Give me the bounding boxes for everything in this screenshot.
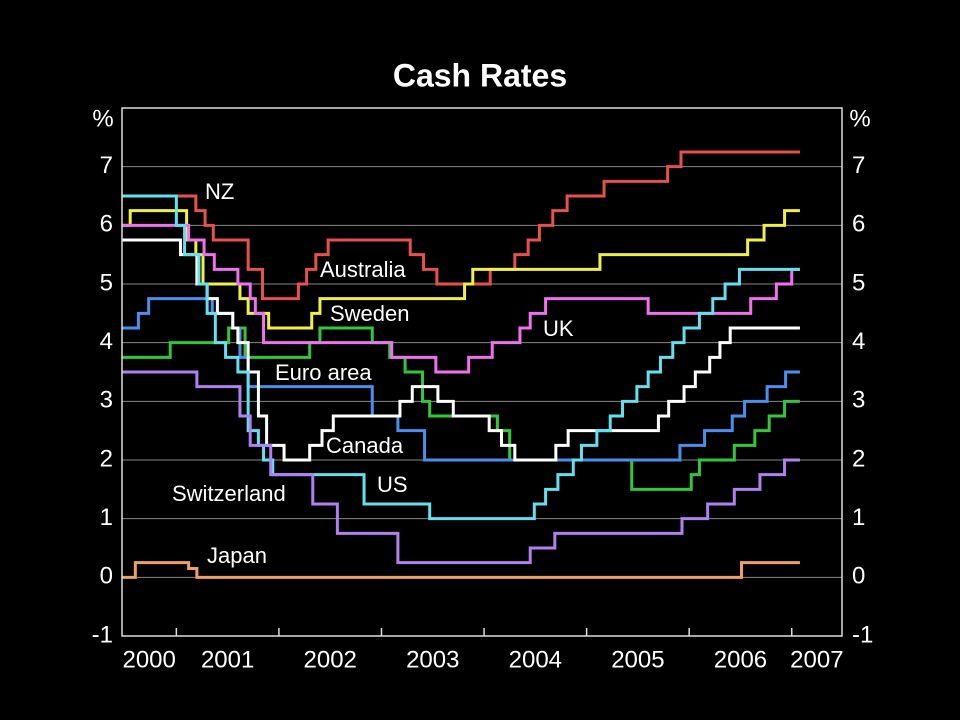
series-label: Japan — [207, 543, 267, 568]
series-label: Australia — [320, 257, 406, 282]
series-label: US — [377, 472, 408, 497]
y2-tick-label: 5 — [852, 269, 865, 296]
y-tick-label: 2 — [100, 445, 113, 472]
x-tick-label: 2007 — [790, 646, 843, 673]
y2-tick-label: -1 — [852, 621, 873, 648]
y-tick-label: 6 — [100, 211, 113, 238]
y2-tick-label: 7 — [852, 152, 865, 179]
plot-frame — [121, 107, 843, 637]
y-tick-label: 1 — [100, 504, 113, 531]
series-label: UK — [543, 316, 574, 341]
y-unit-right: % — [849, 105, 870, 132]
y2-tick-label: 6 — [852, 211, 865, 238]
x-tick-label: 2000 — [122, 646, 175, 673]
series-label: Canada — [326, 433, 404, 458]
x-tick-label: 2006 — [714, 646, 767, 673]
y-tick-label: 3 — [100, 387, 113, 414]
y-tick-label: 5 — [100, 269, 113, 296]
y2-tick-label: 4 — [852, 328, 865, 355]
series-line — [122, 194, 800, 521]
series-label: Switzerland — [172, 481, 286, 506]
y-tick-label: -1 — [92, 621, 113, 648]
series-line — [122, 561, 800, 579]
series-line — [122, 370, 800, 565]
x-tick-label: 2002 — [304, 646, 357, 673]
series-line — [122, 326, 800, 491]
chart-title: Cash Rates — [393, 57, 567, 93]
x-tick-label: 2005 — [611, 646, 664, 673]
y2-tick-label: 3 — [852, 387, 865, 414]
y-tick-label: 7 — [100, 152, 113, 179]
series-lines — [122, 150, 800, 579]
x-tick-label: 2003 — [406, 646, 459, 673]
series-line — [122, 150, 800, 301]
y-unit-left: % — [92, 105, 113, 132]
series-label: Sweden — [330, 301, 410, 326]
y2-tick-label: 1 — [852, 504, 865, 531]
series-label: NZ — [205, 179, 234, 204]
series-line — [122, 223, 800, 374]
y-tick-label: 0 — [100, 563, 113, 590]
x-tick-label: 2001 — [201, 646, 254, 673]
y2-tick-label: 0 — [852, 563, 865, 590]
y-tick-label: 4 — [100, 328, 113, 355]
series-line — [122, 297, 800, 462]
y2-tick-label: 2 — [852, 445, 865, 472]
x-tick-label: 2004 — [509, 646, 562, 673]
series-line — [122, 238, 800, 462]
series-line — [122, 209, 800, 330]
series-label: Euro area — [275, 360, 372, 385]
